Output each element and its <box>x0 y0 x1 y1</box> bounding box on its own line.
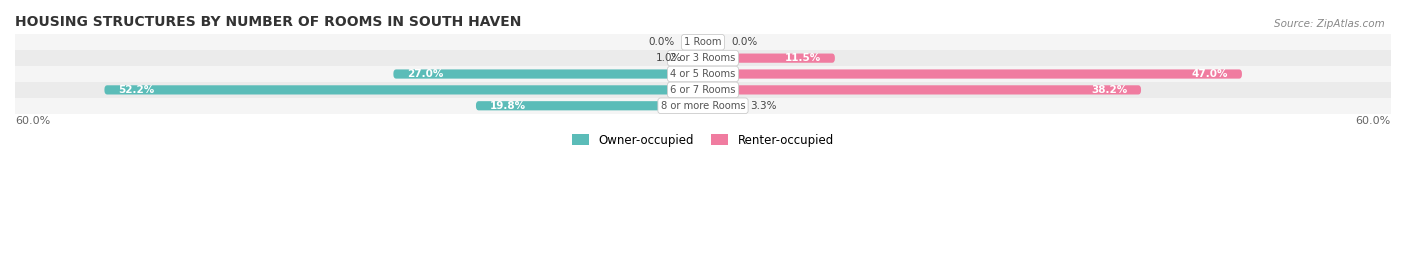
Bar <box>15 50 1391 66</box>
Text: Source: ZipAtlas.com: Source: ZipAtlas.com <box>1274 19 1385 29</box>
FancyBboxPatch shape <box>703 101 741 110</box>
FancyBboxPatch shape <box>703 69 1241 79</box>
Text: 3.3%: 3.3% <box>749 101 776 111</box>
Text: 1.0%: 1.0% <box>657 53 682 63</box>
Bar <box>15 82 1391 98</box>
Text: 47.0%: 47.0% <box>1192 69 1229 79</box>
FancyBboxPatch shape <box>394 69 703 79</box>
Bar <box>15 34 1391 50</box>
FancyBboxPatch shape <box>104 85 703 94</box>
Text: 8 or more Rooms: 8 or more Rooms <box>661 101 745 111</box>
Text: 6 or 7 Rooms: 6 or 7 Rooms <box>671 85 735 95</box>
Text: 0.0%: 0.0% <box>648 37 675 47</box>
FancyBboxPatch shape <box>477 101 703 110</box>
Text: 27.0%: 27.0% <box>408 69 443 79</box>
FancyBboxPatch shape <box>692 54 703 63</box>
Bar <box>15 98 1391 114</box>
Text: 19.8%: 19.8% <box>489 101 526 111</box>
FancyBboxPatch shape <box>703 54 835 63</box>
Text: 4 or 5 Rooms: 4 or 5 Rooms <box>671 69 735 79</box>
Text: 2 or 3 Rooms: 2 or 3 Rooms <box>671 53 735 63</box>
Text: 38.2%: 38.2% <box>1091 85 1128 95</box>
Text: 0.0%: 0.0% <box>731 37 758 47</box>
Text: HOUSING STRUCTURES BY NUMBER OF ROOMS IN SOUTH HAVEN: HOUSING STRUCTURES BY NUMBER OF ROOMS IN… <box>15 15 522 29</box>
Text: 1 Room: 1 Room <box>685 37 721 47</box>
Text: 60.0%: 60.0% <box>15 116 51 126</box>
Text: 11.5%: 11.5% <box>785 53 821 63</box>
Bar <box>15 66 1391 82</box>
FancyBboxPatch shape <box>703 85 1142 94</box>
Text: 52.2%: 52.2% <box>118 85 155 95</box>
Text: 60.0%: 60.0% <box>1355 116 1391 126</box>
Legend: Owner-occupied, Renter-occupied: Owner-occupied, Renter-occupied <box>568 129 838 151</box>
